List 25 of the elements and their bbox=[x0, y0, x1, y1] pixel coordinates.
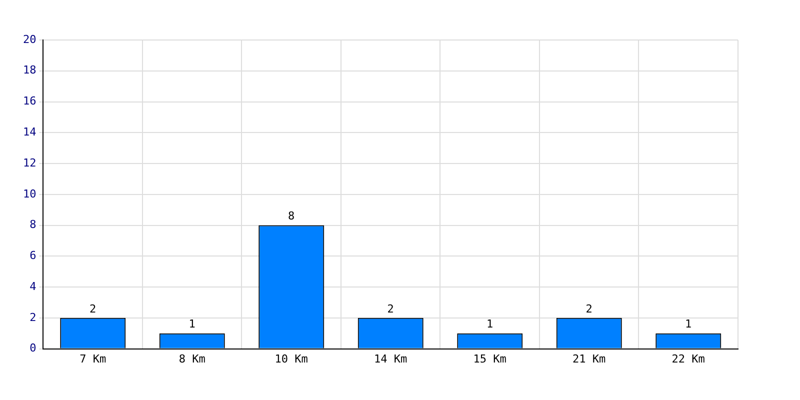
y-tick-label: 18 bbox=[22, 64, 36, 77]
data-label: 1 bbox=[685, 318, 692, 331]
x-tick-label: 7 Km bbox=[80, 352, 106, 366]
y-tick-label: 14 bbox=[22, 126, 37, 138]
y-tick-label: 0 bbox=[30, 342, 36, 355]
y-tick-label: 4 bbox=[30, 280, 37, 293]
data-label: 1 bbox=[188, 318, 196, 331]
data-label: 1 bbox=[486, 318, 494, 331]
x-tick-label: 10 Km bbox=[274, 352, 308, 366]
x-tick-label: 14 Km bbox=[374, 352, 408, 366]
data-label: 2 bbox=[387, 302, 394, 316]
y-tick-label: 6 bbox=[30, 249, 36, 262]
y-tick-label: 10 bbox=[22, 187, 36, 200]
y-tick-label: 16 bbox=[22, 94, 36, 108]
y-tick-label: 12 bbox=[22, 156, 36, 170]
data-label: 2 bbox=[586, 302, 592, 316]
y-tick-label: 20 bbox=[22, 32, 36, 46]
data-label: 2 bbox=[90, 302, 96, 316]
x-tick-label: 21 Km bbox=[572, 352, 606, 366]
data-label: 8 bbox=[288, 210, 295, 223]
x-tick-label: 15 Km bbox=[473, 352, 507, 366]
y-tick-label: 8 bbox=[30, 218, 36, 232]
y-tick-label: 2 bbox=[30, 310, 36, 324]
x-tick-label: 8 Km bbox=[178, 352, 206, 366]
x-tick-label: 22 Km bbox=[672, 352, 706, 366]
